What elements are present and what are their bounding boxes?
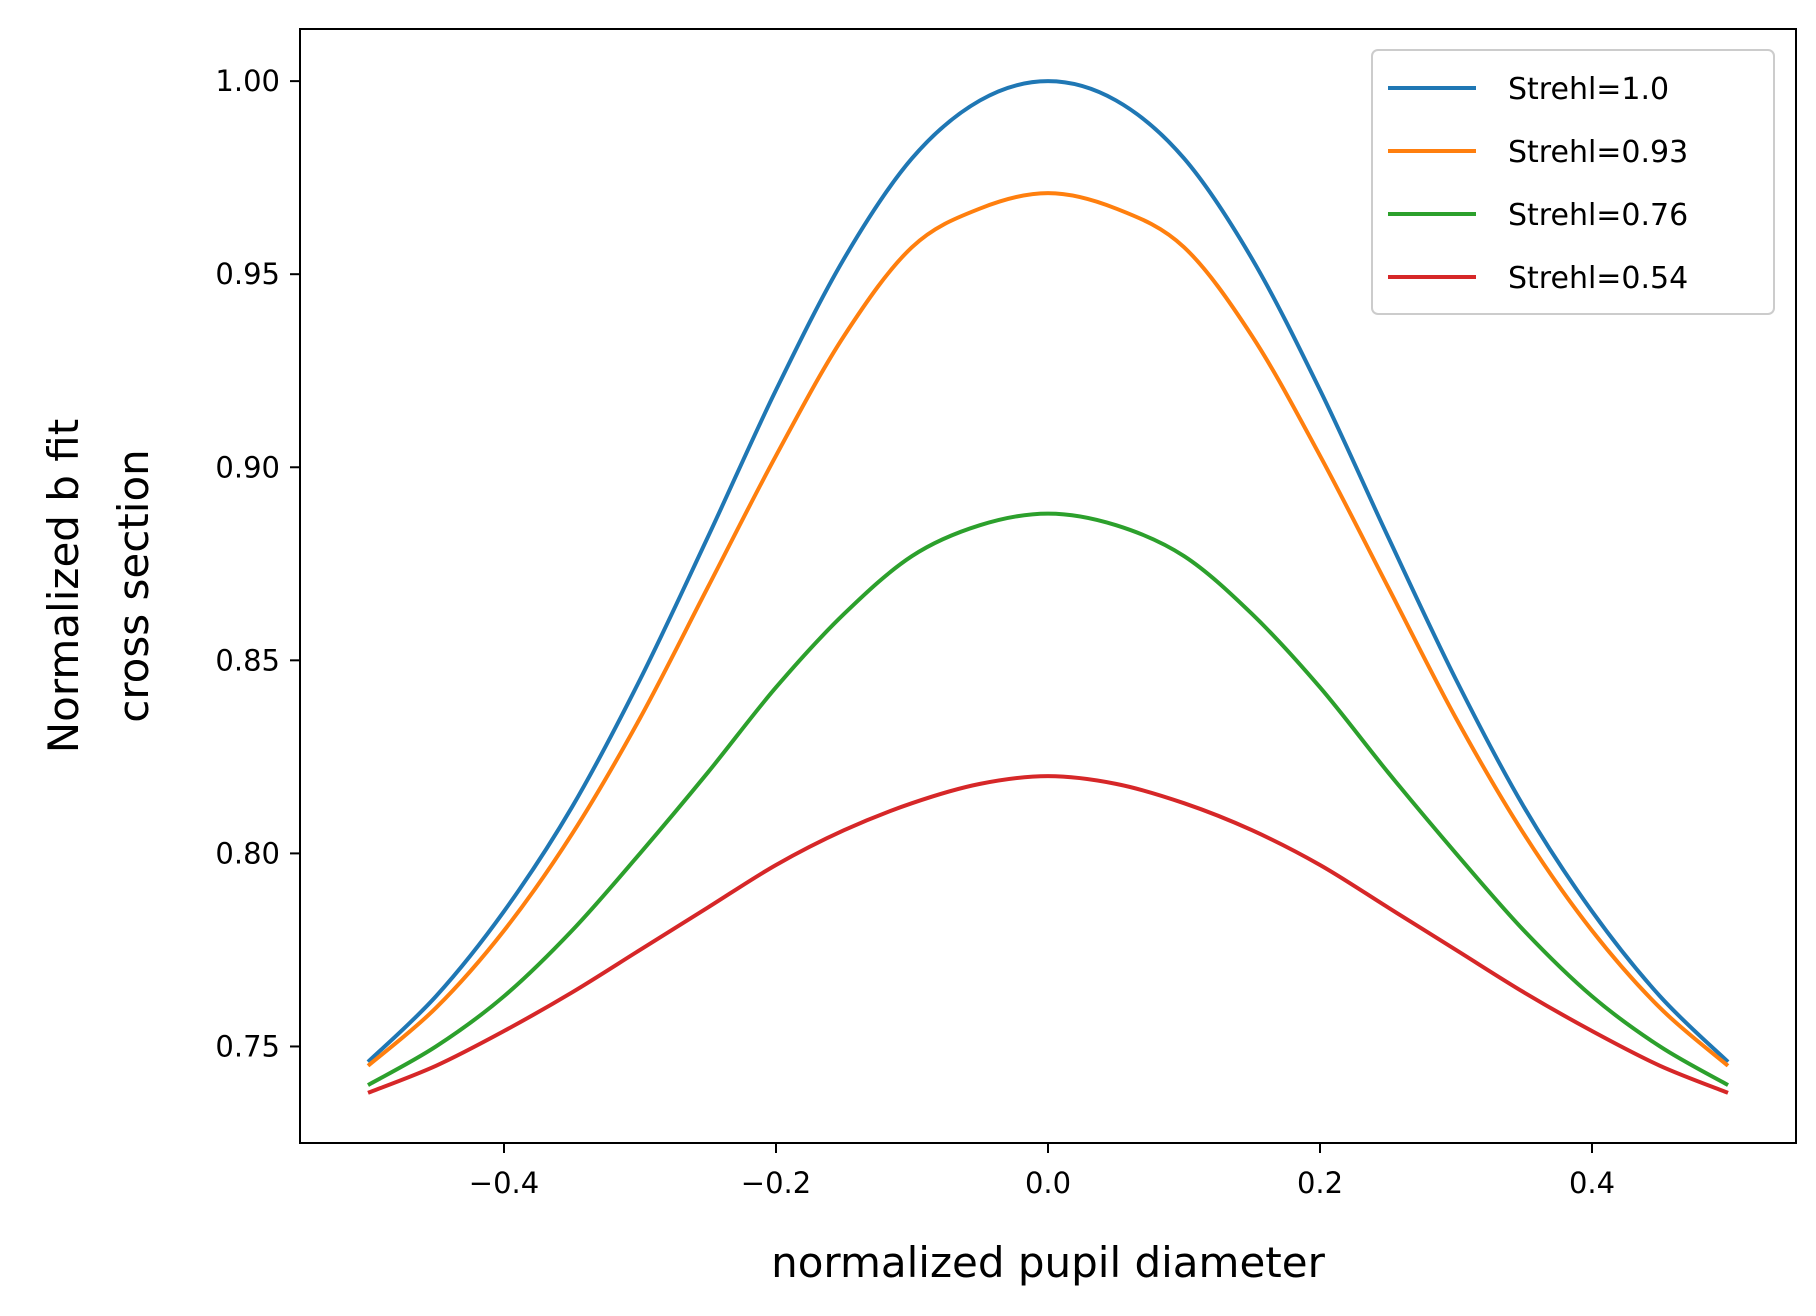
series-line-3 [367, 774, 1729, 1095]
x-tick-label: 0.2 [1297, 1166, 1343, 1200]
x-tick-label: −0.2 [741, 1166, 811, 1200]
legend-label-3: Strehl=0.54 [1508, 261, 1688, 296]
legend: Strehl=1.0 Strehl=0.93 Strehl=0.76 Strehl=0… [1371, 49, 1775, 315]
series-line-1 [366, 191, 1730, 1068]
legend-box [1371, 49, 1775, 315]
x-tick-label: −0.4 [469, 1166, 539, 1200]
x-axis-label: normalized pupil diameter [771, 1238, 1325, 1287]
legend-label-0: Strehl=1.0 [1508, 72, 1669, 107]
y-tick-label: 1.00 [215, 64, 280, 98]
y-tick-label: 0.80 [215, 836, 280, 870]
y-axis-label: Normalized b fit cross section [39, 419, 158, 753]
series-layer [366, 79, 1730, 1095]
x-axis: −0.4 −0.2 0.0 0.2 0.4 [469, 1143, 1615, 1200]
x-tick-label: 0.4 [1569, 1166, 1615, 1200]
legend-label-1: Strehl=0.93 [1508, 135, 1688, 170]
legend-items: Strehl=1.0 Strehl=0.93 Strehl=0.76 Strehl=0… [1388, 72, 1688, 296]
y-tick-label: 0.95 [215, 257, 280, 291]
y-tick-label: 0.90 [215, 450, 280, 484]
y-axis-label-line-1: Normalized b fit [39, 419, 88, 753]
y-tick-label: 0.75 [215, 1029, 280, 1063]
series-line-2 [367, 511, 1729, 1087]
y-axis-label-line-2: cross section [109, 449, 158, 723]
x-tick-label: 0.0 [1025, 1166, 1071, 1200]
legend-label-2: Strehl=0.76 [1508, 198, 1688, 233]
series-line-0 [366, 79, 1730, 1064]
y-tick-label: 0.85 [215, 643, 280, 677]
y-axis: 0.75 0.80 0.85 0.90 0.95 1.00 [215, 64, 300, 1063]
